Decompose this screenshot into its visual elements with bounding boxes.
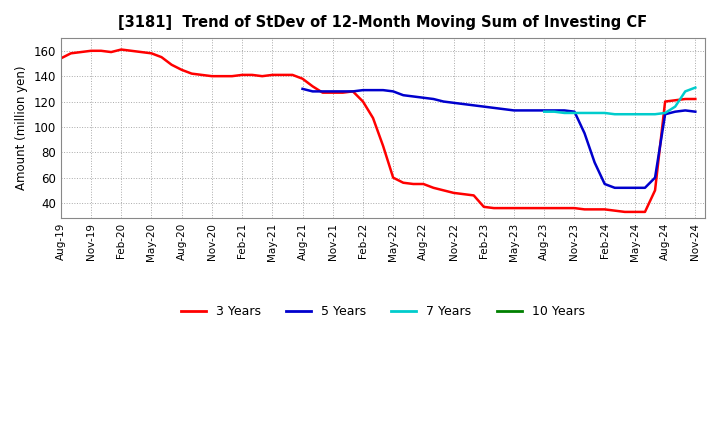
5 Years bbox=[409, 94, 418, 99]
5 Years bbox=[469, 103, 478, 108]
5 Years bbox=[570, 109, 579, 114]
7 Years bbox=[570, 110, 579, 116]
5 Years bbox=[429, 96, 438, 102]
5 Years bbox=[661, 112, 670, 117]
Line: 3 Years: 3 Years bbox=[60, 50, 696, 212]
5 Years bbox=[480, 104, 488, 109]
7 Years bbox=[641, 112, 649, 117]
Line: 7 Years: 7 Years bbox=[544, 88, 696, 114]
7 Years bbox=[550, 109, 559, 114]
5 Years bbox=[308, 89, 317, 94]
5 Years bbox=[580, 131, 589, 136]
Y-axis label: Amount (million yen): Amount (million yen) bbox=[15, 66, 28, 191]
7 Years bbox=[590, 110, 599, 116]
7 Years bbox=[691, 85, 700, 90]
5 Years bbox=[449, 100, 458, 106]
7 Years bbox=[600, 110, 609, 116]
5 Years bbox=[419, 95, 428, 100]
5 Years bbox=[359, 88, 367, 93]
5 Years bbox=[459, 102, 468, 107]
3 Years bbox=[379, 143, 387, 149]
3 Years bbox=[480, 204, 488, 209]
5 Years bbox=[611, 185, 619, 191]
5 Years bbox=[298, 86, 307, 92]
5 Years bbox=[691, 109, 700, 114]
5 Years bbox=[510, 108, 518, 113]
5 Years bbox=[338, 89, 347, 94]
5 Years bbox=[439, 99, 448, 104]
5 Years bbox=[379, 88, 387, 93]
7 Years bbox=[611, 112, 619, 117]
5 Years bbox=[621, 185, 629, 191]
5 Years bbox=[399, 92, 408, 98]
Legend: 3 Years, 5 Years, 7 Years, 10 Years: 3 Years, 5 Years, 7 Years, 10 Years bbox=[176, 300, 590, 323]
7 Years bbox=[540, 109, 549, 114]
5 Years bbox=[369, 88, 377, 93]
7 Years bbox=[661, 110, 670, 116]
5 Years bbox=[348, 89, 357, 94]
7 Years bbox=[671, 104, 680, 109]
3 Years bbox=[691, 96, 700, 102]
3 Years bbox=[621, 209, 629, 215]
3 Years bbox=[469, 193, 478, 198]
7 Years bbox=[621, 112, 629, 117]
5 Years bbox=[490, 105, 498, 110]
7 Years bbox=[651, 112, 660, 117]
7 Years bbox=[681, 89, 690, 94]
Title: [3181]  Trend of StDev of 12-Month Moving Sum of Investing CF: [3181] Trend of StDev of 12-Month Moving… bbox=[118, 15, 647, 30]
5 Years bbox=[681, 108, 690, 113]
7 Years bbox=[560, 110, 569, 116]
3 Years bbox=[117, 47, 125, 52]
3 Years bbox=[419, 181, 428, 187]
5 Years bbox=[641, 185, 649, 191]
3 Years bbox=[328, 90, 337, 95]
5 Years bbox=[500, 106, 508, 112]
5 Years bbox=[600, 181, 609, 187]
3 Years bbox=[56, 56, 65, 61]
7 Years bbox=[580, 110, 589, 116]
5 Years bbox=[550, 108, 559, 113]
5 Years bbox=[540, 108, 549, 113]
5 Years bbox=[328, 89, 337, 94]
5 Years bbox=[671, 109, 680, 114]
5 Years bbox=[520, 108, 528, 113]
5 Years bbox=[631, 185, 639, 191]
Line: 5 Years: 5 Years bbox=[302, 89, 696, 188]
5 Years bbox=[560, 108, 569, 113]
5 Years bbox=[318, 89, 327, 94]
5 Years bbox=[530, 108, 539, 113]
3 Years bbox=[147, 51, 156, 56]
7 Years bbox=[631, 112, 639, 117]
5 Years bbox=[651, 175, 660, 180]
5 Years bbox=[389, 89, 397, 94]
5 Years bbox=[590, 160, 599, 165]
